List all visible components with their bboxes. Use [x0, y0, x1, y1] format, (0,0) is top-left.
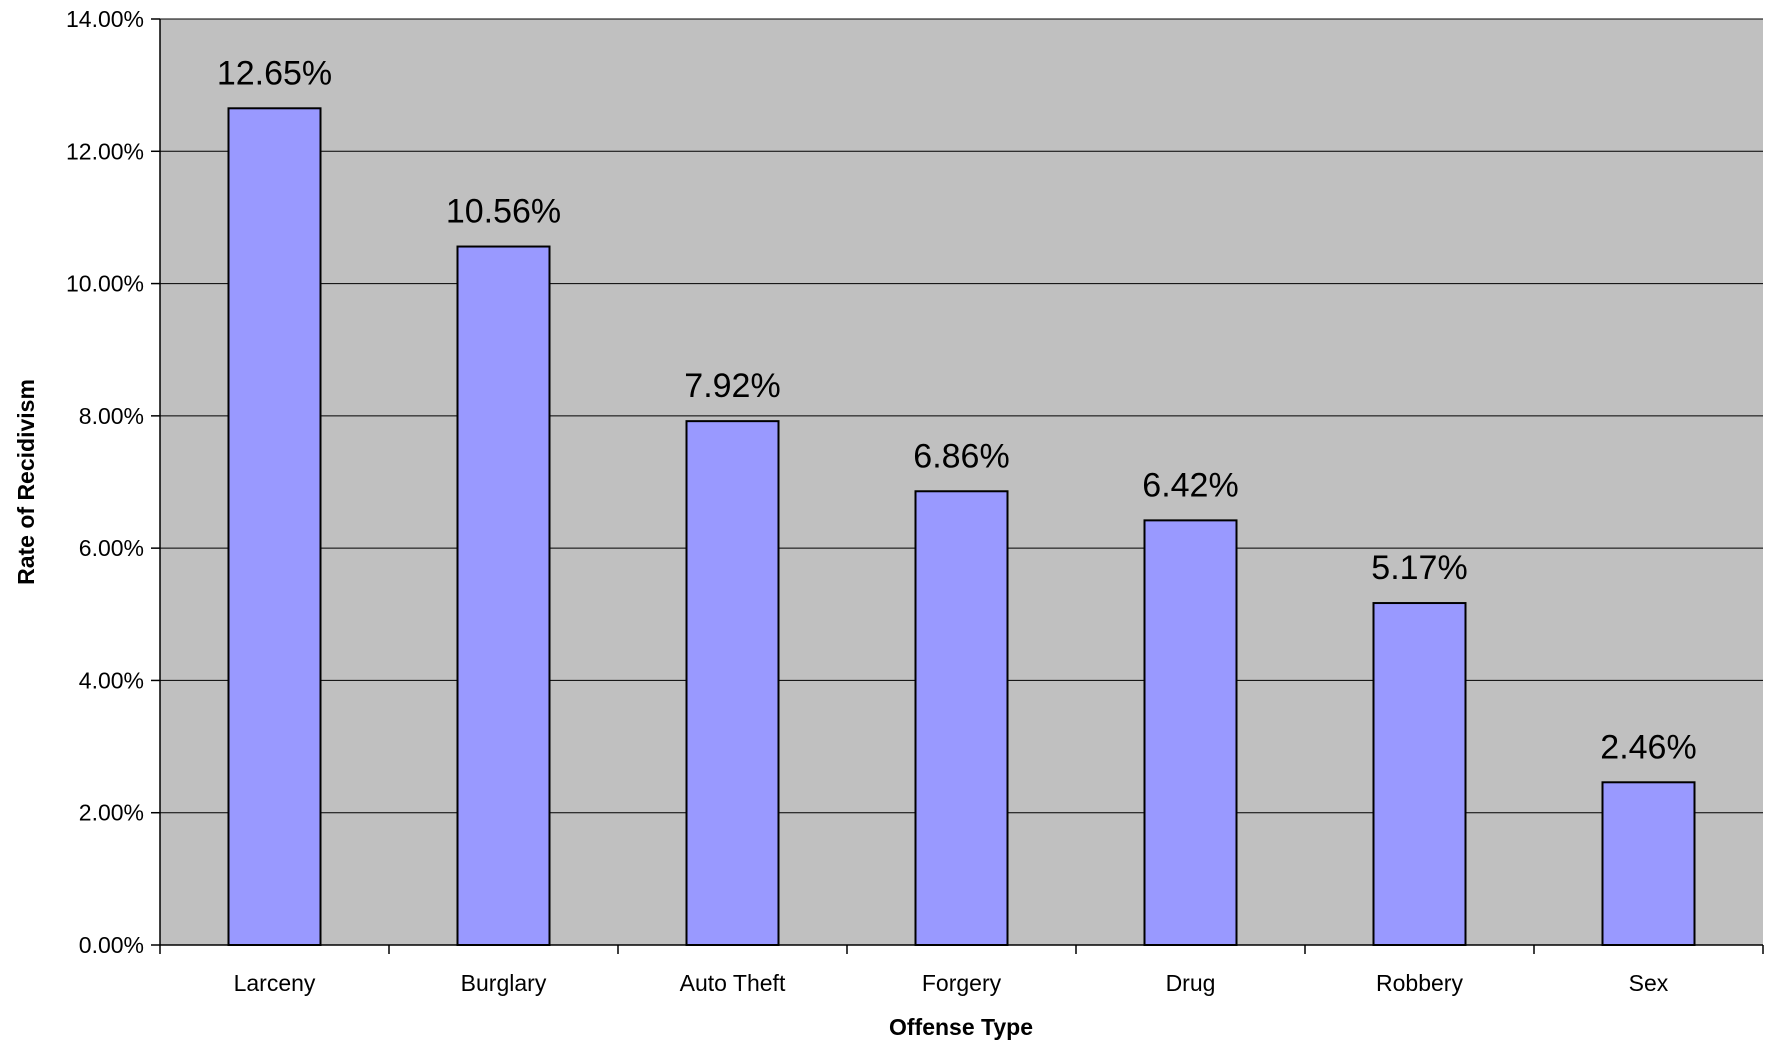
data-label: 10.56%	[446, 193, 561, 231]
y-tick-label: 6.00%	[79, 535, 144, 561]
data-label: 2.46%	[1600, 728, 1696, 766]
y-tick-label: 14.00%	[66, 6, 144, 32]
y-axis-title: Rate of Recidivism	[13, 379, 39, 585]
x-tick-label: Sex	[1629, 970, 1669, 996]
y-tick-label: 12.00%	[66, 138, 144, 164]
data-label: 6.86%	[913, 437, 1009, 475]
bar-drug	[1143, 519, 1238, 946]
y-tick-label: 8.00%	[79, 403, 144, 429]
axes	[151, 18, 1764, 954]
bar-sex	[1601, 781, 1696, 946]
y-tick-label: 0.00%	[79, 932, 144, 958]
bar-forgery	[914, 490, 1009, 946]
x-tick-label: Forgery	[922, 970, 1002, 996]
y-tick-label: 2.00%	[79, 800, 144, 826]
bar-robbery	[1372, 602, 1467, 946]
x-tick-label: Burglary	[461, 970, 547, 996]
data-labels: 12.65% 10.56% 7.92% 6.86% 6.42% 5.17% 2.46%	[217, 54, 1697, 766]
data-label: 6.42%	[1142, 466, 1238, 504]
y-tick-label: 10.00%	[66, 271, 144, 297]
x-tick-label: Robbery	[1376, 970, 1463, 996]
x-tick-label: Drug	[1166, 970, 1216, 996]
x-tick-label: Larceny	[234, 970, 316, 996]
data-label: 5.17%	[1371, 549, 1467, 587]
bar-auto-theft	[685, 420, 780, 946]
data-label: 12.65%	[217, 54, 332, 92]
bar-larceny	[227, 107, 322, 947]
x-tick-label: Auto Theft	[680, 970, 786, 996]
data-label: 7.92%	[684, 367, 780, 405]
bar-burglary	[456, 245, 551, 946]
x-axis-title: Offense Type	[889, 1014, 1033, 1040]
y-tick-label: 4.00%	[79, 667, 144, 693]
y-tick-labels: 0.00% 2.00% 4.00% 6.00% 8.00% 10.00% 12.00% 14.…	[66, 6, 144, 958]
x-tick-labels: Larceny Burglary Auto Theft Forgery Drug Robb…	[234, 970, 1669, 996]
